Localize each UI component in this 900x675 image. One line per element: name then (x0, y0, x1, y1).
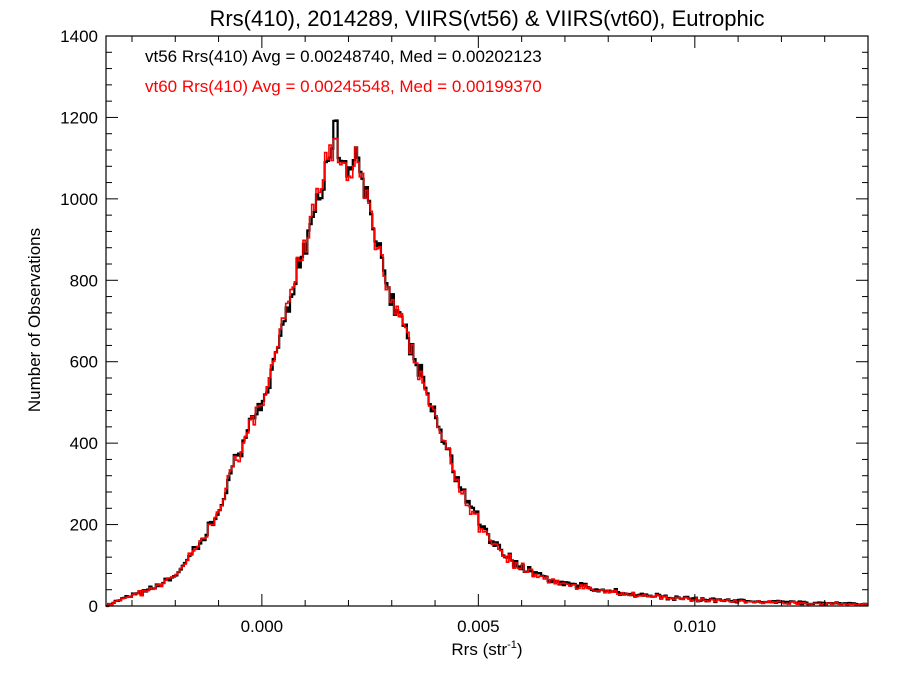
annotation-vt60: vt60 Rrs(410) Avg = 0.00245548, Med = 0.… (145, 77, 542, 96)
axes-layer: 0 200 400 600 800 1000 1200 1400 0.000 0.005 0.010 (60, 27, 869, 636)
y-tick-label: 1400 (60, 27, 98, 46)
y-tick-label: 400 (70, 434, 98, 453)
y-axis-label: Number of Observations (25, 228, 44, 412)
x-axis-label-close: ) (517, 640, 523, 659)
series-vt60-histogram (106, 137, 868, 607)
y-tick-label: 200 (70, 516, 98, 535)
annotation-vt56: vt56 Rrs(410) Avg = 0.00248740, Med = 0.… (145, 47, 542, 66)
plot-layer (106, 119, 868, 608)
x-tick-label: 0.005 (457, 617, 500, 636)
y-tick-label: 600 (70, 353, 98, 372)
chart-title: Rrs(410), 2014289, VIIRS(vt56) & VIIRS(v… (209, 6, 764, 31)
y-tick-label: 1000 (60, 190, 98, 209)
y-tick-label: 0 (89, 597, 98, 616)
x-tick-label: 0.010 (674, 617, 717, 636)
plot-frame (105, 35, 869, 607)
x-axis-label-sup: -1 (507, 639, 517, 651)
x-axis-label-main: Rrs (str (451, 640, 507, 659)
y-tick-label: 800 (70, 271, 98, 290)
y-tick-label: 1200 (60, 108, 98, 127)
y-axis-label-group: Number of Observations (25, 228, 44, 412)
x-axis-label: Rrs (str-1) (451, 639, 522, 659)
x-tick-label: 0.000 (241, 617, 284, 636)
